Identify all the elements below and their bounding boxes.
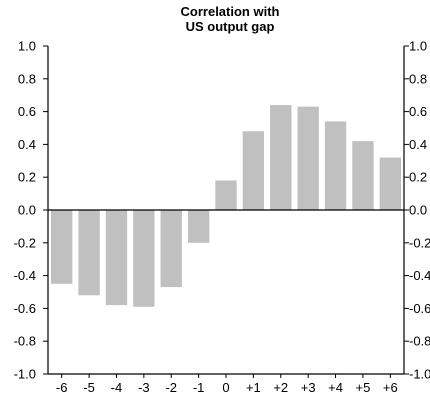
bar-+6: [379, 157, 401, 210]
x-tick-label: +6: [383, 380, 398, 395]
right-tick-label: -0.8: [409, 334, 430, 349]
bar-+3: [297, 106, 319, 210]
right-tick-label: -0.2: [409, 235, 430, 250]
bar-+5: [352, 141, 374, 210]
x-tick-label: +1: [246, 380, 261, 395]
bar--5: [78, 210, 100, 296]
x-axis: -6 -5 -4 -3 -2 -1 0 +1 +2 +3 +4 +5 +6: [56, 374, 398, 395]
x-tick-label: +2: [273, 380, 288, 395]
x-tick-label: -3: [138, 380, 150, 395]
bar--1: [187, 210, 210, 243]
chart-title-line-2: US output gap: [185, 19, 275, 34]
left-y-axis: -1.0 -0.8 -0.6 -0.4 -0.2 0.0 0.2 0.4 0.6 0.8 1.0: [14, 39, 48, 382]
bars-group: [51, 105, 401, 307]
bar--4: [105, 210, 128, 306]
bar-+1: [242, 131, 265, 210]
left-tick-label: -1.0: [14, 367, 36, 382]
left-tick-label: -0.2: [14, 235, 36, 250]
left-tick-label: 0.0: [18, 203, 36, 218]
chart-title-line-1: Correlation with: [180, 4, 280, 19]
axes-group: [47, 46, 405, 375]
right-tick-label: -1.0: [409, 367, 430, 382]
right-tick-label: 0.2: [409, 170, 427, 185]
right-tick-label: 0.8: [409, 71, 427, 86]
right-tick-label: 0.6: [409, 104, 427, 119]
left-tick-label: -0.8: [14, 334, 36, 349]
left-tick-label: 0.4: [18, 137, 36, 152]
left-tick-label: -0.6: [14, 301, 36, 316]
left-tick-label: 0.2: [18, 170, 36, 185]
right-tick-label: 0.0: [409, 203, 427, 218]
chart-title: Correlation with US output gap: [0, 4, 430, 34]
left-tick-label: 0.8: [18, 71, 36, 86]
right-tick-label: -0.6: [409, 301, 430, 316]
x-tick-label: -1: [193, 380, 205, 395]
x-tick-label: -6: [56, 380, 68, 395]
bar-+2: [270, 105, 292, 210]
right-y-axis: -1.0 -0.8 -0.6 -0.4 -0.2 0.0 0.2 0.4 0.6 0.8 1.0: [404, 39, 430, 382]
right-tick-label: 1.0: [409, 39, 427, 54]
right-tick-label: 0.4: [409, 137, 427, 152]
bar--2: [160, 210, 182, 288]
x-tick-label: +5: [356, 380, 371, 395]
x-tick-label: -4: [111, 380, 123, 395]
bar-+4: [324, 121, 347, 210]
x-tick-label: -2: [165, 380, 177, 395]
bar--6: [51, 210, 73, 284]
bar--3: [133, 210, 155, 307]
x-tick-label: -5: [83, 380, 95, 395]
x-tick-label: +4: [328, 380, 343, 395]
left-tick-label: -0.4: [14, 268, 36, 283]
right-tick-label: -0.4: [409, 268, 430, 283]
bar-0: [215, 180, 237, 210]
x-tick-label: +3: [301, 380, 316, 395]
left-tick-label: 0.6: [18, 104, 36, 119]
left-tick-label: 1.0: [18, 39, 36, 54]
x-tick-label: 0: [222, 380, 229, 395]
